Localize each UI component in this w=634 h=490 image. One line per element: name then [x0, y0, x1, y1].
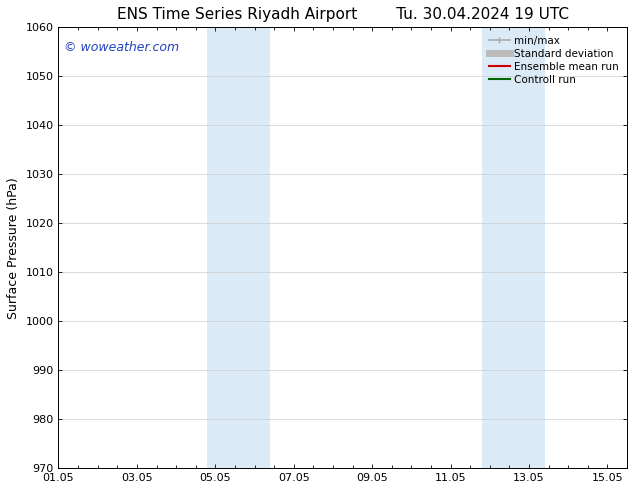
Bar	[482, 27, 545, 468]
Legend: min/max, Standard deviation, Ensemble mean run, Controll run: min/max, Standard deviation, Ensemble me…	[486, 32, 622, 88]
Bar	[207, 27, 270, 468]
Title: ENS Time Series Riyadh Airport        Tu. 30.04.2024 19 UTC: ENS Time Series Riyadh Airport Tu. 30.04…	[117, 7, 569, 22]
Text: © woweather.com: © woweather.com	[64, 41, 179, 53]
Y-axis label: Surface Pressure (hPa): Surface Pressure (hPa)	[7, 177, 20, 318]
